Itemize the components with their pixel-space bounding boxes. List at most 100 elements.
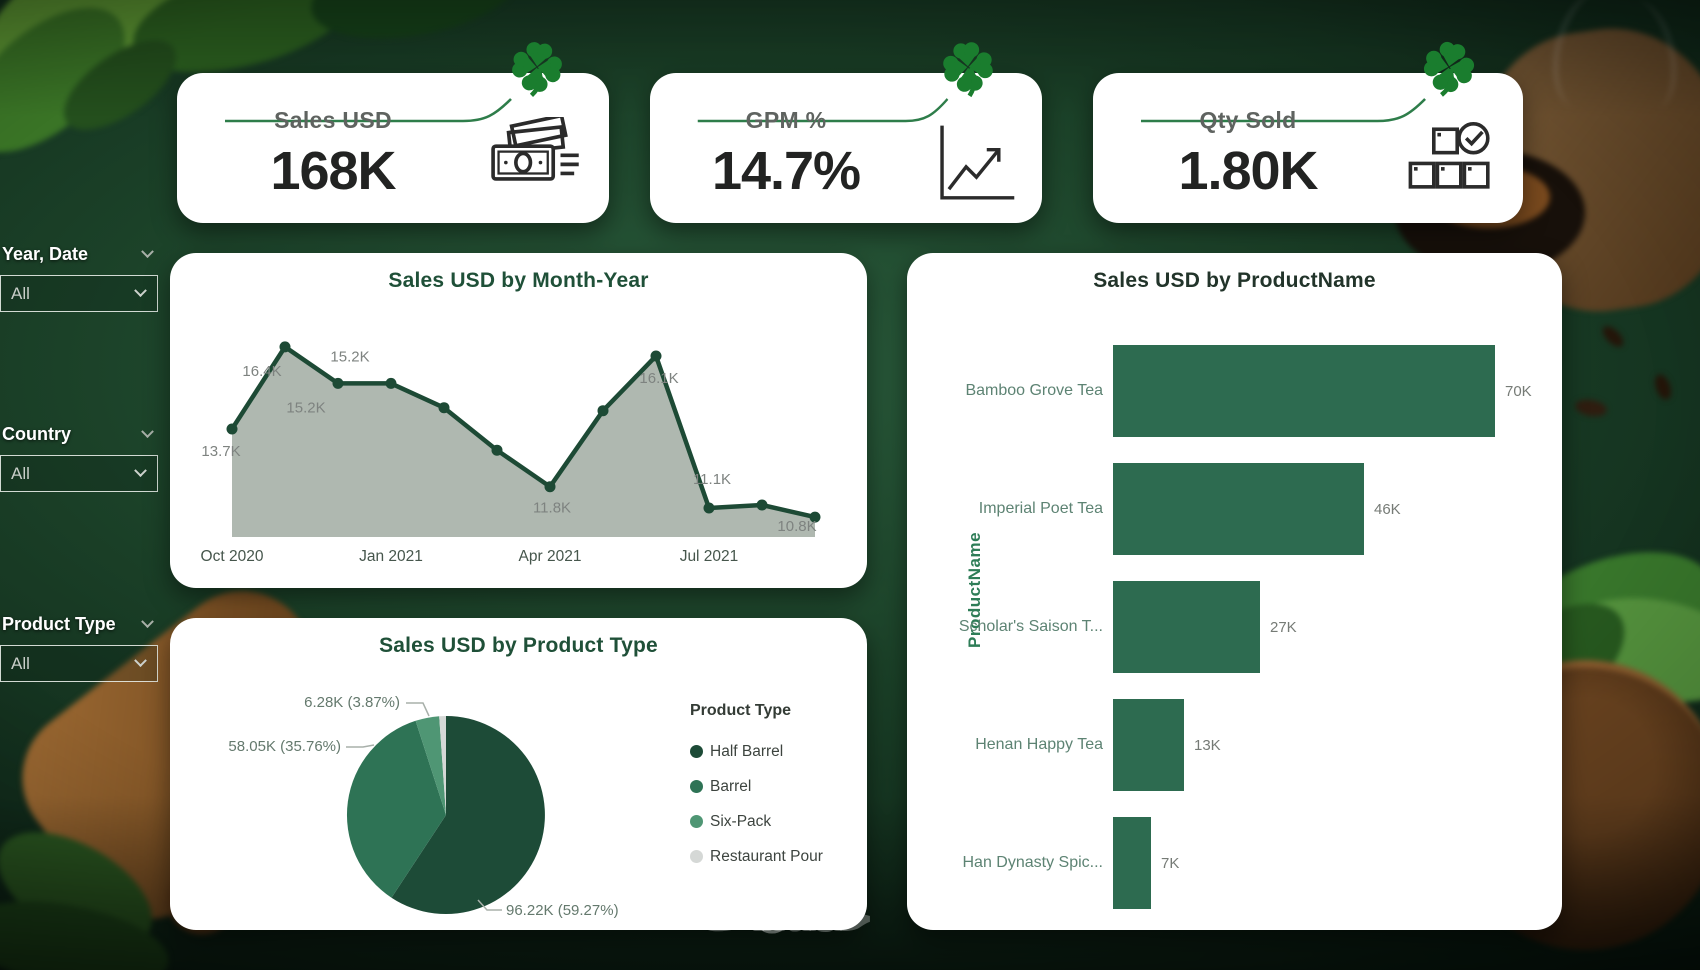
pie-legend-title: Product Type	[690, 702, 792, 719]
chevron-down-icon[interactable]	[141, 615, 154, 629]
filter-year-date-label: Year, Date	[2, 244, 89, 264]
bar-row-imperial-poet-tea[interactable]: Imperial Poet Tea 46K	[907, 463, 1552, 555]
data-point-Sep 2021[interactable]	[809, 511, 821, 523]
data-point-Dec 2020[interactable]	[332, 377, 344, 389]
kpi-value: 14.7%	[711, 141, 861, 201]
kpi-card-sales-usd[interactable]: Sales USD 168K	[177, 42, 609, 223]
point-label: 16.4K	[242, 363, 281, 380]
bar[interactable]	[1113, 817, 1151, 909]
kpi-card-gpm[interactable]: GPM % 14.7%	[650, 42, 1042, 223]
pie-slice-restaurant-pour[interactable]	[439, 715, 446, 815]
legend-item-half-barrel[interactable]: Half Barrel	[690, 734, 823, 769]
data-point-Mar 2021[interactable]	[491, 444, 503, 456]
legend-dot	[690, 815, 703, 828]
data-point-Jun 2021[interactable]	[650, 350, 662, 362]
clover-icon	[943, 42, 993, 98]
pie-chart[interactable]	[170, 618, 867, 930]
legend-item-six-pack[interactable]: Six-Pack	[690, 804, 823, 839]
point-label: 11.8K	[533, 500, 571, 517]
pie-slice-half-barrel[interactable]	[391, 716, 545, 914]
filter-country-label: Country	[2, 424, 71, 444]
point-label: 11.1K	[693, 471, 731, 488]
legend-label: Restaurant Pour	[710, 847, 823, 865]
point-label: 15.2K	[330, 348, 369, 365]
data-point-Jan 2021[interactable]	[385, 377, 397, 389]
bar[interactable]	[1113, 581, 1260, 673]
clover-icon	[512, 42, 562, 98]
bar-chart-title: Sales USD by ProductName	[1093, 269, 1376, 292]
kpi-accent-line	[1140, 98, 1426, 123]
line-chart-title: Sales USD by Month-Year	[388, 269, 649, 292]
boxes-check-icon	[1408, 122, 1490, 189]
trend-icon	[940, 125, 1015, 200]
chevron-down-icon[interactable]	[141, 425, 154, 439]
pie-callout-half-barrel: 96.22K (59.27%)	[506, 902, 619, 919]
bar-value-label: 46K	[1374, 500, 1401, 518]
data-point-Apr 2021[interactable]	[544, 481, 556, 493]
line-chart[interactable]: 13.7K 16.4K 15.2K 15.2K 11.8K 16.1K 11.1K 10.8K…	[170, 253, 867, 588]
bar-row-scholar-s-saison-t-[interactable]: Scholar's Saison T... 27K	[907, 581, 1552, 673]
kpi-title: GPM %	[745, 107, 827, 133]
filter-product-type-label: Product Type	[2, 614, 116, 634]
pie-chart-card[interactable]: Sales USD by Product Type 6.28K (3.87%) …	[170, 618, 867, 930]
bar-category-label: Bamboo Grove Tea	[965, 382, 1103, 399]
legend-label: Barrel	[710, 777, 752, 795]
pie-slice-six-pack[interactable]	[415, 716, 446, 815]
pie-legend: Product Type Half Barrel Barrel Six-Pack Re…	[690, 702, 823, 874]
callout-line	[406, 702, 430, 717]
clover-icon	[1423, 41, 1475, 97]
pie-slice-barrel[interactable]	[346, 720, 446, 898]
filter-product-type-header[interactable]: Product Type	[0, 614, 158, 635]
legend-dot	[690, 745, 703, 758]
chevron-down-icon	[134, 654, 147, 668]
filter-country: Country All	[0, 424, 158, 492]
legend-item-restaurant-pour[interactable]: Restaurant Pour	[690, 839, 823, 874]
pie-callout-six-pack: 6.28K (3.87%)	[304, 694, 400, 711]
bar[interactable]	[1113, 463, 1364, 555]
line-chart-card[interactable]: 13.7K 16.4K 15.2K 15.2K 11.8K 16.1K 11.1K 10.8K…	[170, 253, 867, 588]
chevron-down-icon[interactable]	[141, 245, 154, 259]
filter-product-type-dropdown[interactable]: All	[0, 645, 158, 682]
chevron-down-icon	[134, 464, 147, 478]
bar-value-label: 27K	[1270, 618, 1297, 636]
x-axis-tick: Oct 2020	[201, 548, 264, 565]
bar-chart-card[interactable]: Sales USD by ProductName ProductName Bam…	[907, 253, 1562, 930]
x-axis-tick: Apr 2021	[519, 548, 582, 565]
data-point-Jul 2021[interactable]	[703, 502, 715, 514]
pie-chart-title: Sales USD by Product Type	[379, 634, 658, 657]
bar-value-label: 13K	[1194, 736, 1221, 754]
point-label: 13.7K	[201, 443, 240, 460]
bar-row-han-dynasty-spic-[interactable]: Han Dynasty Spic... 7K	[907, 817, 1552, 909]
bar-value-label: 70K	[1505, 382, 1532, 400]
bar[interactable]	[1113, 699, 1184, 791]
bar-category-label: Scholar's Saison T...	[958, 618, 1103, 635]
kpi-card-qty-sold[interactable]: Qty Sold 1.80K	[1093, 41, 1523, 223]
kpi-title: Sales USD	[274, 107, 392, 133]
filter-year-date-value: All	[11, 283, 30, 303]
bar-category-label: Han Dynasty Spic...	[962, 854, 1104, 871]
filter-year-date-dropdown[interactable]: All	[0, 275, 158, 312]
bar-category-label: Henan Happy Tea	[975, 736, 1103, 753]
bar-row-henan-happy-tea[interactable]: Henan Happy Tea 13K	[907, 699, 1552, 791]
legend-label: Six-Pack	[710, 812, 772, 830]
kpi-value: 1.80K	[1178, 141, 1318, 201]
legend-item-barrel[interactable]: Barrel	[690, 769, 823, 804]
data-point-May 2021[interactable]	[597, 405, 609, 417]
x-axis-tick: Jul 2021	[680, 548, 739, 565]
data-point-Feb 2021[interactable]	[438, 402, 450, 414]
filter-country-dropdown[interactable]: All	[0, 455, 158, 492]
kpi-accent-line	[225, 98, 512, 123]
data-point-Oct 2020[interactable]	[226, 423, 238, 435]
data-point-Aug 2021[interactable]	[756, 499, 768, 511]
pie-callout-barrel: 58.05K (35.76%)	[228, 738, 341, 755]
money-icon	[491, 117, 579, 181]
point-label: 15.2K	[286, 399, 325, 416]
kpi-value: 168K	[270, 141, 396, 201]
bar-row-bamboo-grove-tea[interactable]: Bamboo Grove Tea 70K	[907, 345, 1552, 437]
bar[interactable]	[1113, 345, 1495, 437]
point-label: 16.1K	[639, 370, 678, 387]
data-point-Nov 2020[interactable]	[279, 341, 291, 353]
kpi-title: Qty Sold	[1199, 107, 1297, 133]
filter-year-date-header[interactable]: Year, Date	[0, 244, 158, 265]
filter-country-header[interactable]: Country	[0, 424, 158, 445]
